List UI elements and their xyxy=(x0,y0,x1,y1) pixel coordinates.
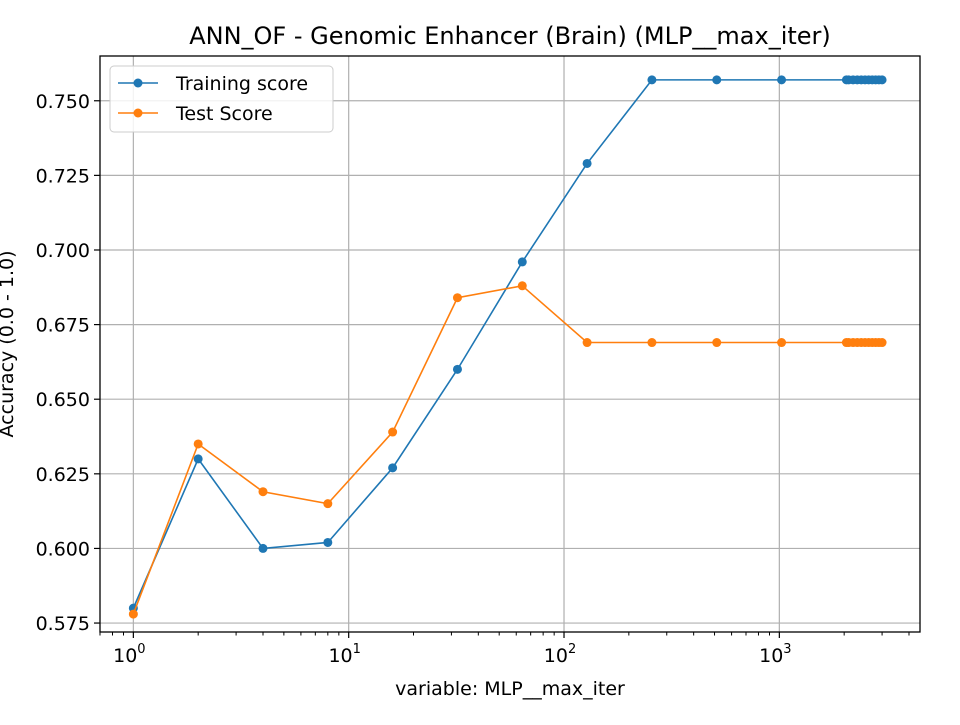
series-line-training-score xyxy=(132,79,883,609)
y-tick-label: 0.725 xyxy=(36,165,90,187)
data-point-test-score xyxy=(323,499,333,509)
plot-area-frame xyxy=(99,55,921,633)
x-tick-label: 100 xyxy=(113,642,145,667)
data-point-test-score xyxy=(712,338,722,348)
data-point-test-score xyxy=(388,427,398,437)
data-point-training-score xyxy=(877,75,887,85)
x-tick-label: 102 xyxy=(544,642,576,667)
y-axis-label: Accuracy (0.0 - 1.0) xyxy=(0,251,18,438)
legend-box xyxy=(109,65,334,133)
y-tick-label: 0.750 xyxy=(36,91,90,113)
series-layer xyxy=(128,75,887,619)
legend-marker-training xyxy=(133,78,143,88)
x-tick-label: 101 xyxy=(328,642,360,667)
grid-lines xyxy=(100,56,920,632)
x-tick-label: 103 xyxy=(759,642,791,667)
data-point-training-score xyxy=(517,257,527,267)
y-tick-label: 0.700 xyxy=(36,240,90,262)
data-point-training-score xyxy=(323,537,333,547)
data-point-test-score xyxy=(877,338,887,348)
data-point-test-score xyxy=(258,487,268,497)
data-point-test-score xyxy=(452,293,462,303)
x-axis-label: variable: MLP__max_iter xyxy=(395,678,625,700)
y-tick-label: 0.575 xyxy=(36,613,90,635)
data-point-test-score xyxy=(582,338,592,348)
data-point-test-score xyxy=(193,439,203,449)
legend-label-training: Training score xyxy=(175,73,308,95)
legend-label-test: Test Score xyxy=(175,103,273,125)
chart-title: ANN_OF - Genomic Enhancer (Brain) (MLP__… xyxy=(189,22,831,50)
data-point-training-score xyxy=(712,75,722,85)
y-tick-label: 0.675 xyxy=(36,315,90,337)
data-point-training-score xyxy=(193,454,203,464)
data-point-test-score xyxy=(777,338,787,348)
data-point-training-score xyxy=(777,75,787,85)
data-point-training-score xyxy=(452,364,462,374)
y-tick-label: 0.625 xyxy=(36,464,90,486)
axis-ticks: 0.575 0.600 0.625 0.650 0.675 0.700 0.725 0.750… xyxy=(36,91,910,667)
y-tick-label: 0.600 xyxy=(36,538,90,560)
y-tick-label: 0.650 xyxy=(36,389,90,411)
data-point-test-score xyxy=(647,338,657,348)
data-point-training-score xyxy=(582,158,592,168)
series-line-test-score xyxy=(132,284,883,615)
data-point-training-score xyxy=(647,75,657,85)
data-point-test-score xyxy=(128,609,138,619)
data-point-training-score xyxy=(258,543,268,553)
legend: Training score Test Score xyxy=(109,65,334,133)
data-point-training-score xyxy=(388,463,398,473)
legend-marker-test xyxy=(133,108,143,118)
data-point-test-score xyxy=(517,281,527,291)
